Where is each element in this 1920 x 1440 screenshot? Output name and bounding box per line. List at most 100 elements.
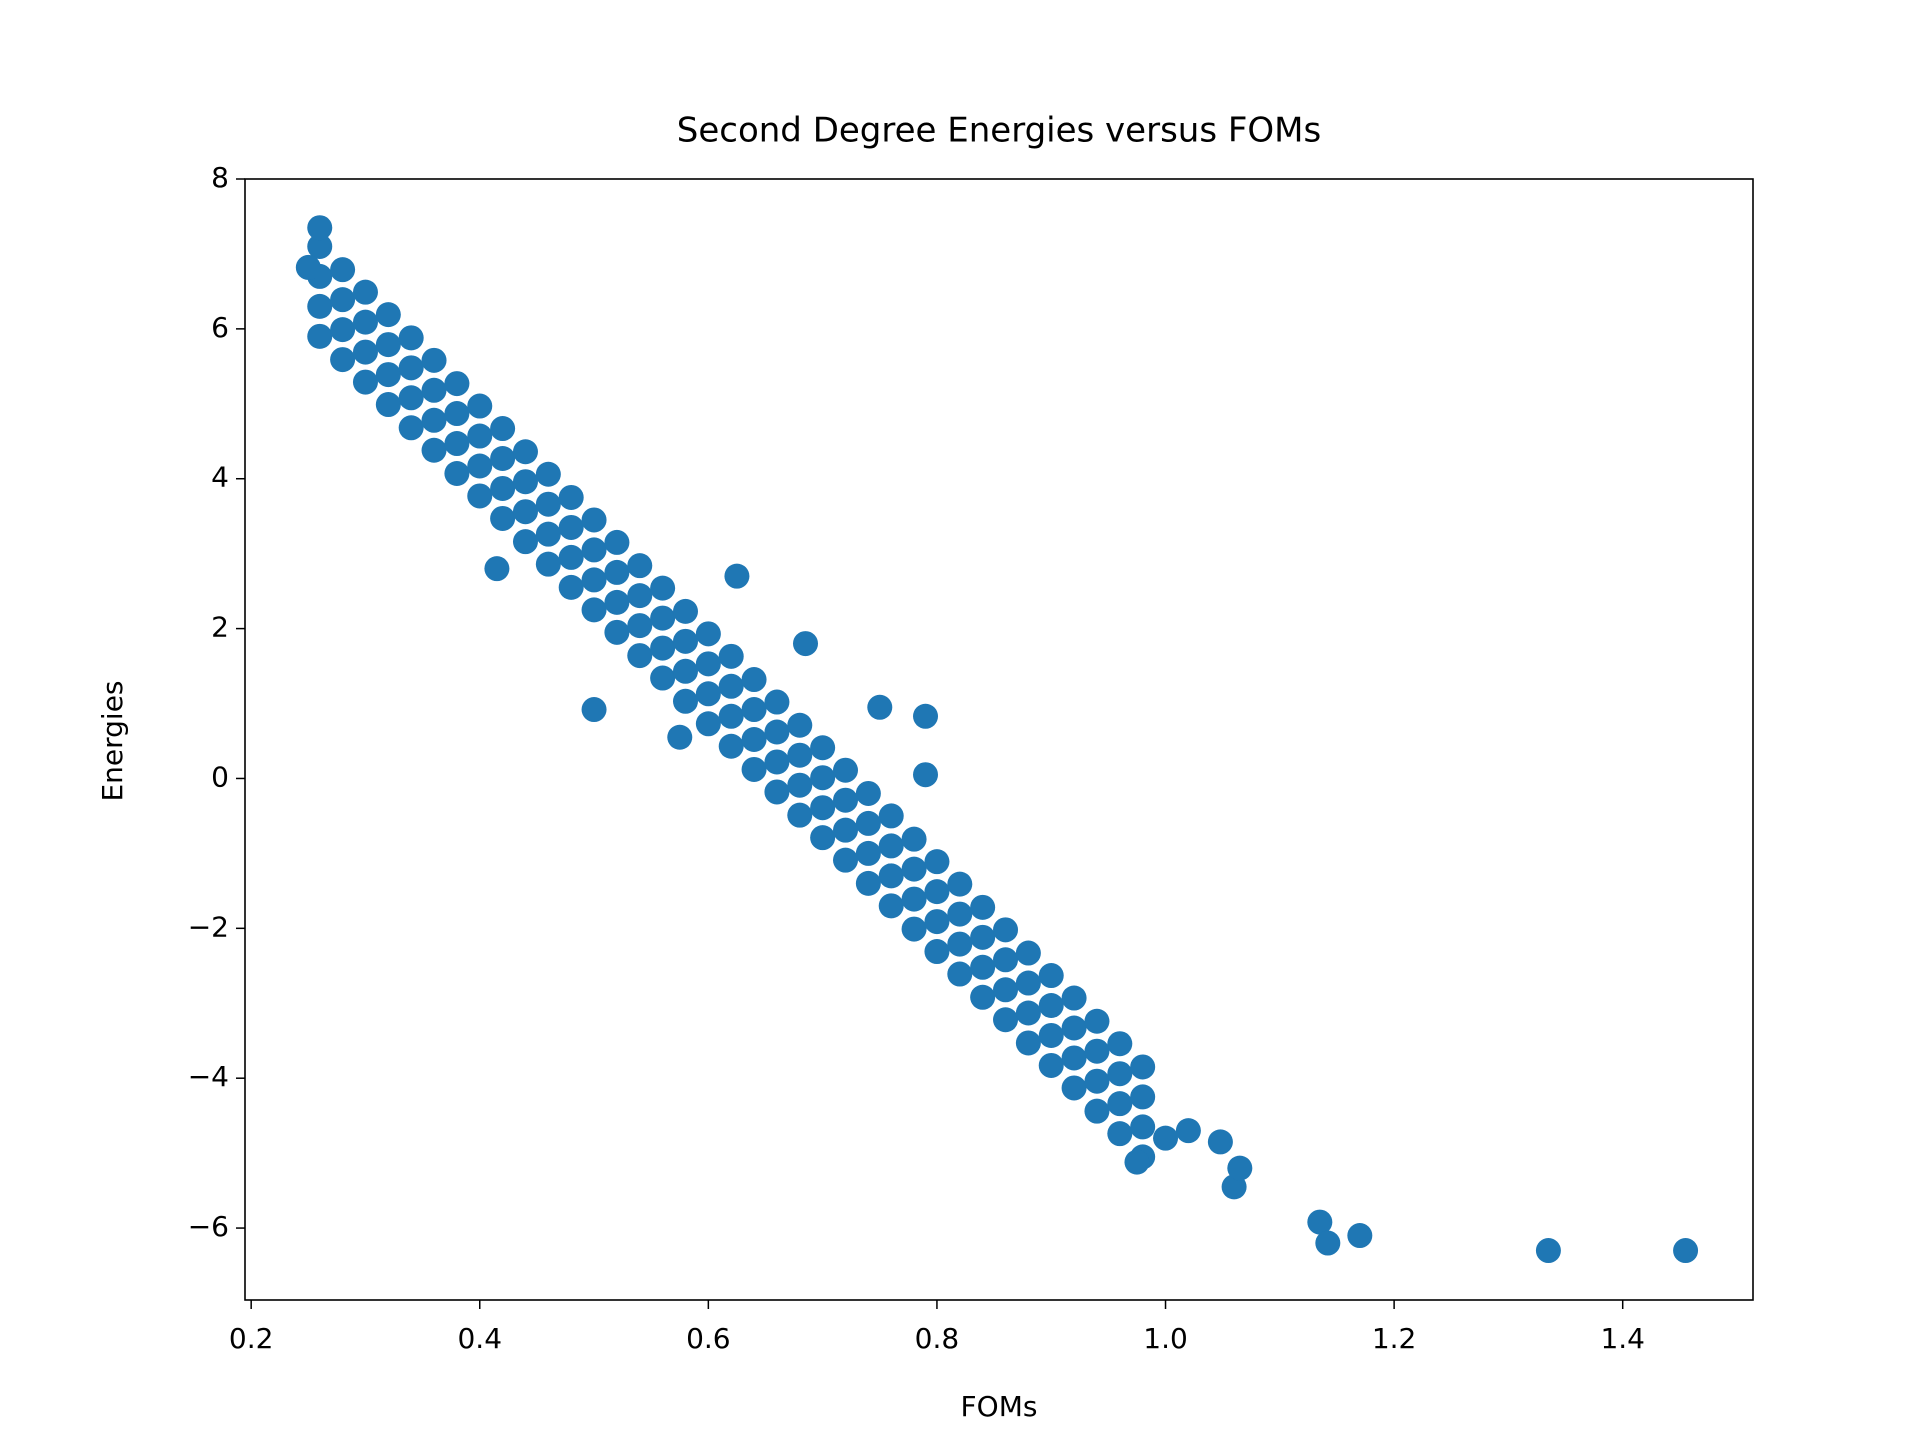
point: [1061, 1045, 1087, 1071]
point: [444, 431, 470, 457]
point: [695, 621, 721, 647]
point: [901, 916, 927, 942]
point: [878, 863, 904, 889]
point: [512, 469, 538, 495]
point: [855, 870, 881, 896]
point: [901, 856, 927, 882]
point: [947, 901, 973, 927]
point: [1015, 970, 1041, 996]
point: [833, 757, 859, 783]
point: [855, 840, 881, 866]
point: [444, 401, 470, 427]
point: [421, 437, 447, 463]
point: [398, 325, 424, 351]
point: [1038, 1022, 1064, 1048]
point: [307, 293, 333, 319]
point: [855, 810, 881, 836]
x-tick-label: 1.0: [1143, 1322, 1188, 1355]
point: [718, 643, 744, 669]
point: [444, 460, 470, 486]
point: [970, 954, 996, 980]
point: [810, 735, 836, 761]
point: [1038, 993, 1064, 1019]
point: [878, 893, 904, 919]
point: [924, 939, 950, 965]
point: [924, 909, 950, 935]
point: [558, 544, 584, 570]
point: [535, 491, 561, 517]
point: [667, 724, 693, 750]
point: [855, 780, 881, 806]
point: [467, 423, 493, 449]
point: [672, 658, 698, 684]
point: [1315, 1230, 1341, 1256]
point: [490, 446, 516, 472]
point: [878, 833, 904, 859]
point: [741, 727, 767, 752]
point: [913, 703, 939, 729]
point: [1207, 1129, 1233, 1155]
point: [970, 984, 996, 1010]
point: [787, 712, 813, 738]
point: [558, 574, 584, 600]
point: [375, 302, 401, 328]
point: [913, 762, 939, 788]
point: [352, 339, 378, 365]
point: [581, 567, 607, 593]
point: [604, 619, 630, 645]
point: [398, 415, 424, 441]
point: [901, 826, 927, 852]
point: [1061, 1075, 1087, 1101]
point: [1084, 1038, 1110, 1064]
plot-frame: [244, 178, 1754, 1301]
point: [1061, 985, 1087, 1011]
point: [947, 961, 973, 987]
y-tick-label: −4: [188, 1060, 229, 1093]
point: [627, 583, 653, 609]
point: [764, 779, 790, 805]
point: [490, 416, 516, 442]
point: [1227, 1155, 1253, 1181]
point: [484, 556, 510, 582]
point: [672, 598, 698, 624]
point: [307, 215, 333, 241]
point: [352, 369, 378, 395]
point: [947, 931, 973, 957]
y-axis-label: Energies: [96, 680, 129, 801]
point: [970, 894, 996, 920]
point: [535, 461, 561, 487]
point: [1084, 1008, 1110, 1034]
y-tick-label: 8: [211, 161, 229, 194]
y-tick-label: 6: [211, 311, 229, 344]
point: [810, 825, 836, 851]
point: [1061, 1015, 1087, 1041]
point: [581, 697, 607, 723]
point: [833, 817, 859, 843]
point: [352, 279, 378, 305]
x-tick-label: 0.6: [686, 1322, 731, 1355]
point: [718, 703, 744, 729]
point: [421, 347, 447, 373]
point: [650, 635, 676, 661]
point: [672, 628, 698, 654]
x-tick-label: 0.2: [229, 1322, 274, 1355]
point: [741, 756, 767, 782]
point: [695, 711, 721, 737]
point: [604, 529, 630, 555]
point: [695, 681, 721, 707]
point: [650, 575, 676, 601]
point: [512, 439, 538, 465]
point: [1107, 1121, 1133, 1147]
point: [330, 257, 356, 283]
point: [627, 613, 653, 639]
y-tick-label: 2: [211, 611, 229, 644]
y-tick-label: 0: [211, 760, 229, 793]
point: [1107, 1061, 1133, 1087]
point: [535, 551, 561, 577]
point: [792, 631, 818, 657]
point: [398, 385, 424, 411]
point: [787, 742, 813, 768]
point: [467, 393, 493, 419]
point: [467, 483, 493, 509]
point: [695, 651, 721, 677]
